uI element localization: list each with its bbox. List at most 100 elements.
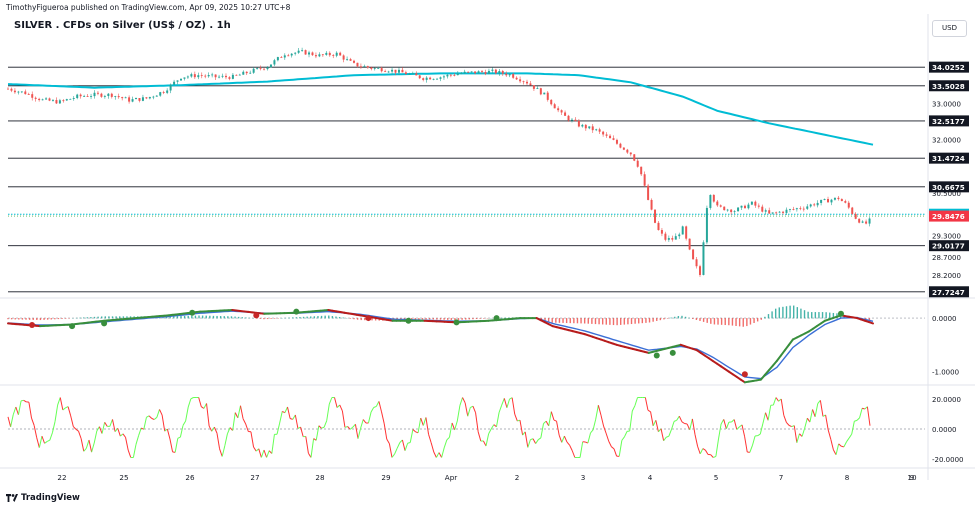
candle bbox=[674, 236, 677, 240]
candle bbox=[491, 69, 494, 71]
osc-line-segment bbox=[182, 420, 187, 426]
osc-line-segment bbox=[46, 439, 51, 442]
macd-cross-dot bbox=[69, 323, 76, 330]
osc-line-segment bbox=[819, 400, 824, 417]
macd-histogram-bar bbox=[630, 318, 633, 325]
osc-line-segment bbox=[341, 410, 346, 428]
osc-line-segment bbox=[101, 422, 106, 434]
osc-line-segment bbox=[362, 419, 367, 424]
osc-line-segment bbox=[684, 422, 688, 425]
candle bbox=[100, 93, 103, 97]
macd-histogram-bar bbox=[547, 318, 550, 322]
macd-histogram-bar bbox=[760, 318, 762, 320]
candle bbox=[387, 71, 390, 73]
candle bbox=[827, 198, 830, 203]
macd-histogram-bar bbox=[508, 317, 510, 319]
osc-line-segment bbox=[673, 419, 677, 422]
osc-line-segment bbox=[336, 404, 341, 408]
osc-line-segment bbox=[624, 431, 628, 438]
macd-histogram-bar bbox=[119, 316, 121, 319]
osc-line-segment bbox=[631, 405, 636, 412]
candle bbox=[643, 174, 646, 186]
osc-line-segment bbox=[859, 408, 863, 418]
candle bbox=[20, 91, 23, 93]
macd-histogram-bar bbox=[295, 317, 298, 319]
candle bbox=[598, 129, 601, 132]
macd-histogram-bar bbox=[82, 317, 85, 319]
macd-histogram-bar bbox=[587, 318, 589, 324]
osc-line-segment bbox=[310, 438, 315, 458]
osc-line-segment bbox=[17, 400, 22, 415]
candle bbox=[121, 97, 124, 99]
osc-line-segment bbox=[229, 427, 234, 431]
osc-line-segment bbox=[681, 421, 685, 424]
macd-histogram-bar bbox=[573, 318, 575, 324]
macd-histogram-bar bbox=[638, 318, 640, 324]
macd-histogram-bar bbox=[180, 316, 182, 319]
candle bbox=[695, 259, 698, 267]
osc-line-segment bbox=[232, 412, 236, 431]
macd-cross-dot bbox=[253, 312, 260, 319]
macd-histogram-bar bbox=[360, 318, 362, 321]
candle bbox=[702, 242, 705, 275]
candle bbox=[162, 92, 165, 93]
macd-cross-dot bbox=[453, 319, 460, 326]
macd-histogram-bar bbox=[421, 318, 424, 320]
osc-line-segment bbox=[237, 405, 241, 419]
candle bbox=[373, 68, 376, 69]
x-tick-3: 27 bbox=[250, 473, 259, 482]
macd-histogram-bar bbox=[663, 318, 665, 320]
candle bbox=[114, 96, 117, 97]
osc-tick-1: 0.0000 bbox=[932, 426, 957, 434]
osc-line-segment bbox=[41, 435, 46, 444]
currency-button[interactable]: USD bbox=[932, 20, 967, 37]
candle bbox=[692, 249, 695, 260]
macd-histogram-bar bbox=[447, 318, 449, 320]
macd-histogram-bar bbox=[410, 318, 413, 320]
osc-line-segment bbox=[618, 440, 623, 457]
osc-line-segment bbox=[866, 406, 871, 426]
macd-histogram-bar bbox=[594, 318, 597, 325]
osc-line-segment bbox=[608, 441, 612, 447]
x-tick-4: 28 bbox=[315, 473, 325, 482]
osc-line-segment bbox=[827, 429, 832, 440]
macd-cross-dot bbox=[101, 320, 108, 327]
osc-line-segment bbox=[388, 443, 393, 458]
candle bbox=[494, 69, 497, 74]
osc-line-segment bbox=[12, 406, 17, 415]
osc-line-segment bbox=[595, 405, 599, 420]
macd-histogram-bar bbox=[263, 318, 265, 320]
macd-histogram-bar bbox=[544, 318, 546, 321]
level-label-6: 27.7247 bbox=[932, 288, 965, 297]
moving-average bbox=[7, 72, 874, 146]
candle bbox=[650, 199, 653, 210]
candle bbox=[591, 126, 594, 131]
candle bbox=[449, 74, 452, 76]
osc-line-segment bbox=[832, 449, 837, 456]
osc-line-segment bbox=[556, 421, 560, 436]
osc-line-segment bbox=[558, 435, 563, 443]
osc-line-segment bbox=[417, 417, 422, 433]
candle bbox=[584, 124, 587, 129]
macd-histogram-bar bbox=[364, 318, 366, 321]
macd-histogram-bar bbox=[183, 315, 186, 319]
osc-line-segment bbox=[441, 447, 445, 458]
candle bbox=[346, 59, 349, 60]
macd-histogram-bar bbox=[558, 318, 561, 323]
candle bbox=[259, 68, 262, 69]
macd-histogram-bar bbox=[374, 318, 377, 321]
candle bbox=[294, 52, 297, 54]
candle bbox=[103, 96, 106, 97]
osc-line-segment bbox=[224, 433, 228, 446]
macd-histogram-bar bbox=[724, 318, 726, 326]
osc-line-segment bbox=[206, 403, 210, 427]
osc-line-segment bbox=[109, 419, 113, 427]
macd-cross-dot bbox=[189, 309, 196, 316]
osc-line-segment bbox=[809, 409, 814, 423]
candle bbox=[785, 209, 788, 213]
osc-line-segment bbox=[85, 439, 90, 449]
tradingview-logo[interactable]: TradingView bbox=[6, 493, 80, 503]
macd-histogram-bar bbox=[699, 318, 701, 321]
candle bbox=[460, 73, 463, 74]
